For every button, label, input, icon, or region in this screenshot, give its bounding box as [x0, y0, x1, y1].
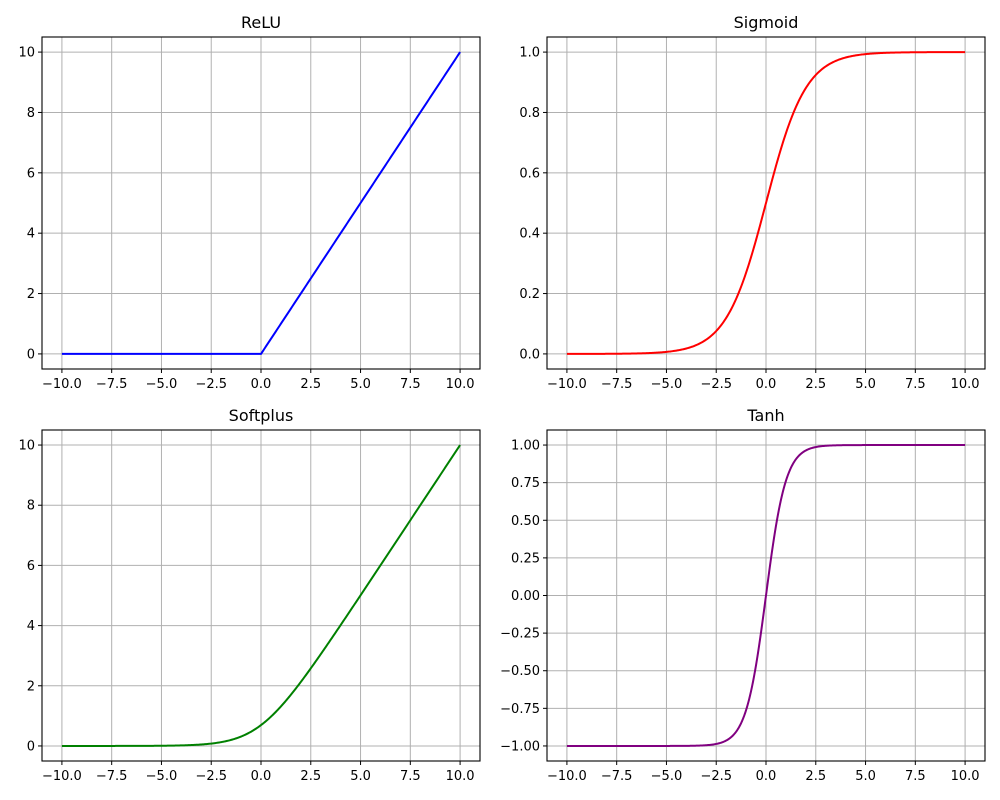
y-tick-label: 8 [27, 106, 35, 121]
subplot-title: Tanh [746, 406, 784, 425]
subplot-title: Sigmoid [734, 13, 799, 32]
x-tick-label: 2.5 [805, 769, 826, 784]
x-tick-label: −2.5 [700, 769, 732, 784]
x-tick-label: 7.5 [905, 769, 926, 784]
x-tick-label: −7.5 [96, 377, 128, 392]
x-tick-label: −5.0 [651, 377, 683, 392]
subplot-sigmoid: Sigmoid −10.0 −7.5 −5.0 −2.5 0.0 2.5 5.0 7.5 10.… [519, 13, 986, 392]
data-line [566, 444, 966, 747]
y-tick-label: 1.00 [511, 439, 540, 454]
y-tick-label: −0.75 [500, 702, 540, 717]
data-line [61, 444, 461, 747]
x-tick-label: −7.5 [96, 769, 128, 784]
y-tick-label: −0.25 [500, 627, 540, 642]
y-tick-label: 4 [27, 619, 35, 634]
y-axis-ticks: −1.00 −0.75 −0.50 −0.25 0.00 0.25 0.50 0.75 1.00 [500, 439, 547, 754]
y-axis-ticks: 0.0 0.2 0.4 0.6 0.8 1.0 [519, 46, 547, 362]
tanh-curve [566, 444, 966, 747]
x-tick-label: 2.5 [300, 769, 321, 784]
y-tick-label: 0.00 [511, 589, 540, 604]
x-tick-label: 5.0 [350, 769, 371, 784]
x-tick-label: −10.0 [42, 377, 82, 392]
x-axis-ticks: −10.0 −7.5 −5.0 −2.5 0.0 2.5 5.0 7.5 10.0 [42, 761, 475, 784]
x-tick-label: −5.0 [651, 769, 683, 784]
y-tick-label: 10 [18, 439, 35, 454]
x-tick-label: −10.0 [42, 769, 82, 784]
softplus-curve [61, 444, 461, 747]
x-tick-label: 10.0 [446, 377, 475, 392]
y-tick-label: 0.6 [519, 166, 540, 181]
grid-lines [547, 430, 985, 761]
x-tick-label: 0.0 [251, 769, 272, 784]
y-axis-ticks: 0 2 4 6 8 10 [18, 439, 42, 754]
x-tick-label: 7.5 [400, 377, 421, 392]
x-tick-label: 2.5 [300, 377, 321, 392]
relu-curve [61, 51, 461, 355]
x-tick-label: −2.5 [195, 377, 227, 392]
y-tick-label: 0.2 [519, 287, 540, 302]
x-axis-ticks: −10.0 −7.5 −5.0 −2.5 0.0 2.5 5.0 7.5 10.0 [547, 761, 980, 784]
x-tick-label: 7.5 [400, 769, 421, 784]
x-axis-ticks: −10.0 −7.5 −5.0 −2.5 0.0 2.5 5.0 7.5 10.0 [547, 369, 980, 392]
y-tick-label: −0.50 [500, 664, 540, 679]
x-tick-label: −7.5 [601, 377, 633, 392]
x-tick-label: 10.0 [951, 377, 980, 392]
x-tick-label: 5.0 [855, 377, 876, 392]
y-tick-label: 8 [27, 499, 35, 514]
x-tick-label: −2.5 [700, 377, 732, 392]
y-tick-label: 2 [27, 287, 35, 302]
subplot-relu: ReLU −10.0 −7.5 −5.0 −2.5 0.0 2.5 5.0 7.5 10.0 0… [18, 13, 481, 392]
subplot-tanh: Tanh −10.0 −7.5 −5.0 −2.5 0.0 2.5 5.0 7.5 10.0 −… [500, 406, 986, 784]
sigmoid-curve [566, 51, 966, 355]
x-tick-label: 7.5 [905, 377, 926, 392]
y-tick-label: 0.8 [519, 106, 540, 121]
y-tick-label: 0 [27, 347, 35, 362]
y-tick-label: 0 [27, 739, 35, 754]
data-line [566, 51, 966, 355]
y-tick-label: 1.0 [519, 46, 540, 61]
y-tick-label: 2 [27, 679, 35, 694]
y-tick-label: 0.25 [511, 551, 540, 566]
x-tick-label: −5.0 [146, 377, 178, 392]
x-tick-label: −10.0 [547, 769, 587, 784]
subplot-title: Softplus [229, 406, 294, 425]
x-tick-label: −7.5 [601, 769, 633, 784]
x-tick-label: 0.0 [251, 377, 272, 392]
y-tick-label: −1.00 [500, 739, 540, 754]
x-tick-label: 2.5 [805, 377, 826, 392]
y-tick-label: 10 [18, 46, 35, 61]
x-tick-label: −10.0 [547, 377, 587, 392]
y-tick-label: 6 [27, 166, 35, 181]
x-tick-label: 0.0 [756, 377, 777, 392]
y-tick-label: 0.50 [511, 514, 540, 529]
y-tick-label: 0.75 [511, 476, 540, 491]
x-tick-label: 5.0 [855, 769, 876, 784]
x-axis-ticks: −10.0 −7.5 −5.0 −2.5 0.0 2.5 5.0 7.5 10.0 [42, 369, 475, 392]
x-tick-label: −2.5 [195, 769, 227, 784]
x-tick-label: 5.0 [350, 377, 371, 392]
y-axis-ticks: 0 2 4 6 8 10 [18, 46, 42, 362]
data-line [61, 51, 461, 355]
x-tick-label: −5.0 [146, 769, 178, 784]
y-tick-label: 6 [27, 559, 35, 574]
y-tick-label: 4 [27, 227, 35, 242]
x-tick-label: 0.0 [756, 769, 777, 784]
x-tick-label: 10.0 [951, 769, 980, 784]
y-tick-label: 0.0 [519, 347, 540, 362]
y-tick-label: 0.4 [519, 227, 540, 242]
x-tick-label: 10.0 [446, 769, 475, 784]
subplot-title: ReLU [241, 13, 281, 32]
subplot-softplus: Softplus −10.0 −7.5 −5.0 −2.5 0.0 2.5 5.0 7.5 10… [18, 406, 481, 784]
